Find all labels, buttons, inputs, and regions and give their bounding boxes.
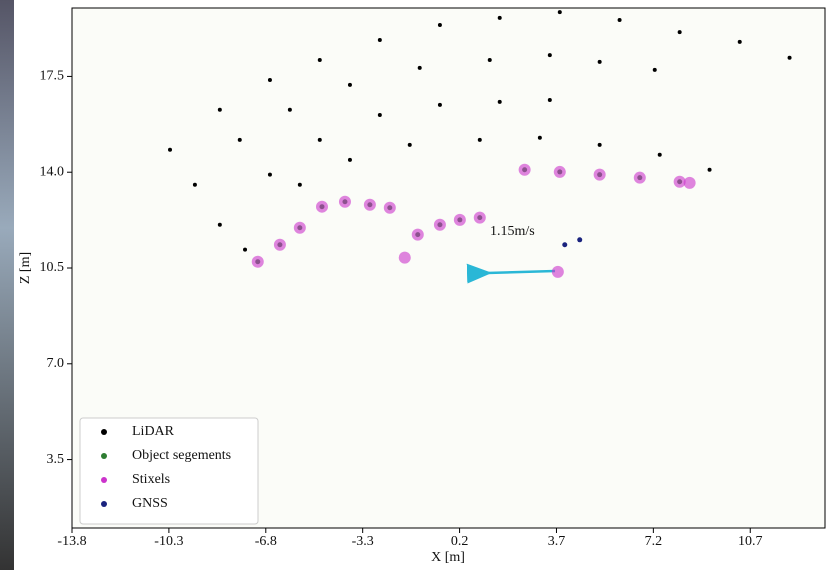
legend-label: Stixels — [132, 472, 170, 487]
point — [218, 108, 222, 112]
point — [594, 169, 606, 181]
point — [168, 148, 172, 152]
y-tick-label: 10.5 — [40, 260, 65, 275]
point — [554, 166, 566, 178]
point — [438, 103, 442, 107]
point — [538, 136, 542, 140]
point — [298, 183, 302, 187]
point — [474, 212, 486, 224]
point — [418, 66, 422, 70]
point — [558, 10, 562, 14]
point — [348, 158, 352, 162]
point — [378, 113, 382, 117]
chart: 1.15m/s X [m] Z [m] -13.8 -10.3 -6.8 -3.3 0.… — [0, 0, 831, 570]
point — [653, 68, 657, 72]
point — [658, 153, 662, 157]
point — [678, 30, 682, 34]
point — [548, 53, 552, 57]
point — [738, 40, 742, 44]
point — [708, 168, 712, 172]
point — [684, 177, 696, 189]
x-tick-label: -6.8 — [255, 534, 277, 549]
point — [618, 18, 622, 22]
legend-label: Object segements — [132, 448, 231, 463]
legend-label: GNSS — [132, 496, 168, 511]
annotation: 1.15m/s — [490, 224, 535, 239]
legend-marker — [101, 453, 107, 459]
legend-marker — [101, 477, 107, 483]
point — [364, 199, 376, 211]
point — [562, 242, 567, 247]
point — [294, 222, 306, 234]
point — [408, 143, 412, 147]
point — [193, 183, 197, 187]
point — [454, 214, 466, 226]
x-axis-label: X [m] — [431, 550, 465, 565]
point — [552, 266, 564, 278]
point — [438, 23, 442, 27]
point — [268, 173, 272, 177]
image-strip — [0, 0, 14, 570]
point — [339, 196, 351, 208]
legend-marker — [101, 429, 107, 435]
legend-marker — [101, 501, 107, 507]
point — [498, 100, 502, 104]
point — [478, 138, 482, 142]
x-tick-label: 7.2 — [645, 534, 663, 549]
y-tick-label: 7.0 — [47, 356, 65, 371]
point — [238, 138, 242, 142]
x-tick-label: 0.2 — [451, 534, 469, 549]
point — [412, 229, 424, 241]
point — [488, 58, 492, 62]
point — [288, 108, 292, 112]
x-tick-label: -10.3 — [154, 534, 183, 549]
x-tick-label: 10.7 — [738, 534, 763, 549]
point — [548, 98, 552, 102]
x-tick-label: -3.3 — [352, 534, 374, 549]
point — [318, 138, 322, 142]
point — [252, 256, 264, 268]
point — [399, 252, 411, 264]
point — [274, 239, 286, 251]
point — [268, 78, 272, 82]
point — [434, 219, 446, 231]
point — [243, 248, 247, 252]
y-tick-label: 17.5 — [40, 69, 65, 84]
point — [519, 164, 531, 176]
point — [218, 223, 222, 227]
point — [598, 60, 602, 64]
point — [498, 16, 502, 20]
point — [598, 143, 602, 147]
legend-label: LiDAR — [132, 424, 175, 439]
point — [577, 237, 582, 242]
point — [788, 56, 792, 60]
y-tick-label: 3.5 — [47, 452, 65, 467]
x-tick-label: 3.7 — [548, 534, 566, 549]
point — [348, 83, 352, 87]
point — [378, 38, 382, 42]
point — [384, 202, 396, 214]
x-tick-label: -13.8 — [57, 534, 86, 549]
point — [316, 201, 328, 213]
point — [634, 172, 646, 184]
y-tick-label: 14.0 — [40, 164, 65, 179]
point — [318, 58, 322, 62]
y-axis-label: Z [m] — [18, 252, 33, 284]
